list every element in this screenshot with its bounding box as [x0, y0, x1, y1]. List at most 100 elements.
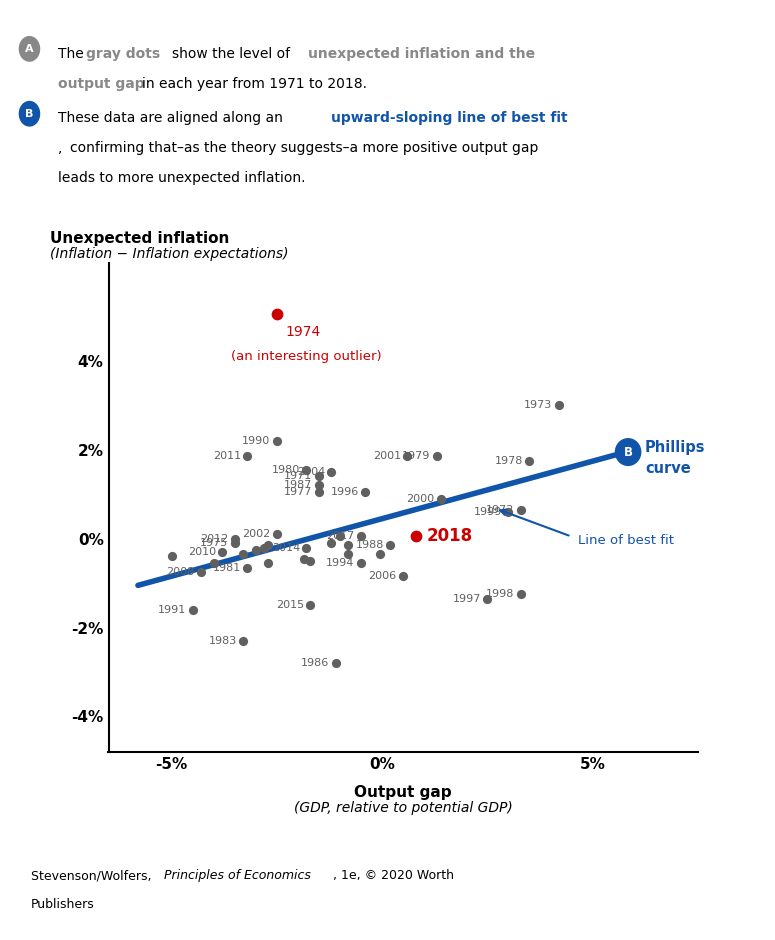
Point	[241, 449, 253, 464]
Point	[515, 587, 527, 602]
Point	[241, 560, 253, 575]
Point	[329, 655, 342, 670]
Circle shape	[615, 439, 641, 465]
Point	[195, 565, 207, 580]
Text: 1972: 1972	[486, 505, 515, 515]
Point	[258, 540, 270, 556]
Text: 2006: 2006	[369, 572, 397, 582]
Point	[216, 544, 229, 559]
Text: 1974: 1974	[285, 325, 320, 339]
Text: Phillips: Phillips	[645, 440, 705, 455]
Text: 1990: 1990	[243, 436, 270, 446]
Point	[342, 538, 354, 553]
Text: 2011: 2011	[213, 451, 241, 462]
Text: 1973: 1973	[524, 400, 553, 411]
Text: 2008: 2008	[167, 567, 195, 577]
Point	[435, 492, 447, 507]
Point	[208, 556, 220, 571]
Point	[237, 547, 250, 562]
Point	[305, 598, 317, 613]
Point	[229, 536, 241, 551]
Text: 1997: 1997	[453, 594, 480, 603]
Text: 1981: 1981	[213, 562, 241, 572]
Text: upward-sloping line of best fit: upward-sloping line of best fit	[331, 111, 567, 125]
Text: These data are aligned along an: These data are aligned along an	[58, 111, 283, 125]
Point	[305, 554, 317, 569]
Text: Unexpected inflation: Unexpected inflation	[50, 231, 229, 246]
Point	[262, 538, 274, 553]
Point	[312, 469, 325, 484]
Circle shape	[19, 37, 40, 61]
Text: Publishers: Publishers	[31, 898, 95, 911]
Text: 1991: 1991	[158, 604, 186, 615]
Text: 1983: 1983	[208, 635, 237, 646]
Text: 1978: 1978	[494, 456, 523, 466]
Point	[165, 549, 177, 564]
Point	[300, 462, 312, 478]
Point	[481, 591, 494, 606]
Text: B: B	[26, 109, 33, 118]
Text: (an interesting outlier): (an interesting outlier)	[230, 350, 381, 363]
Point	[359, 484, 371, 499]
Text: The: The	[58, 47, 88, 61]
Point	[326, 536, 338, 551]
Text: B: B	[624, 446, 632, 459]
Text: Stevenson/Wolfers,: Stevenson/Wolfers,	[31, 870, 156, 883]
Point	[401, 449, 413, 464]
Text: 1977: 1977	[284, 487, 312, 497]
Point	[374, 547, 386, 562]
Text: leads to more unexpected inflation.: leads to more unexpected inflation.	[58, 171, 305, 185]
Text: 1980: 1980	[272, 464, 300, 475]
Text: ,: ,	[58, 141, 63, 155]
Point	[270, 526, 283, 541]
Point	[187, 603, 199, 618]
Point	[312, 484, 325, 499]
Point	[409, 529, 422, 544]
Point	[250, 542, 262, 557]
Text: (GDP, relative to potential GDP): (GDP, relative to potential GDP)	[294, 801, 512, 815]
Point	[298, 551, 310, 566]
Point	[229, 531, 241, 546]
Point	[300, 540, 312, 556]
Point	[397, 569, 409, 584]
Text: gray dots: gray dots	[86, 47, 160, 61]
Point	[270, 433, 283, 448]
Text: 1988: 1988	[356, 540, 384, 551]
Text: 1998: 1998	[486, 589, 515, 600]
Text: 2010: 2010	[188, 547, 215, 557]
Point	[262, 556, 274, 571]
Text: Principles of Economics: Principles of Economics	[164, 870, 311, 883]
Text: 1987: 1987	[284, 480, 312, 491]
Point	[355, 529, 367, 544]
Text: 1994: 1994	[326, 558, 355, 568]
Text: 1996: 1996	[331, 487, 359, 497]
Text: curve: curve	[645, 461, 691, 476]
Point	[326, 464, 338, 479]
Text: 2004: 2004	[297, 467, 326, 478]
Point	[270, 306, 283, 321]
Text: 2018: 2018	[426, 527, 472, 545]
Text: 1971: 1971	[284, 472, 312, 481]
Text: 1975: 1975	[200, 538, 229, 548]
Text: in each year from 1971 to 2018.: in each year from 1971 to 2018.	[142, 77, 367, 91]
Point	[502, 505, 515, 520]
Text: 2014: 2014	[272, 542, 300, 553]
Text: output gap: output gap	[58, 77, 145, 91]
Point	[523, 453, 536, 468]
Point	[237, 634, 250, 649]
Point	[553, 398, 565, 413]
Text: 2015: 2015	[276, 601, 304, 610]
Point	[312, 478, 325, 493]
Text: 2012: 2012	[200, 534, 229, 543]
Point	[334, 529, 346, 544]
Text: 2000: 2000	[406, 494, 435, 504]
Point	[342, 547, 354, 562]
Text: 1979: 1979	[402, 451, 430, 462]
Text: (Inflation − Inflation expectations): (Inflation − Inflation expectations)	[50, 247, 289, 261]
Point	[430, 449, 443, 464]
Text: show the level of: show the level of	[172, 47, 290, 61]
Text: Output gap: Output gap	[354, 785, 452, 800]
Text: confirming that–as the theory suggests–a more positive output gap: confirming that–as the theory suggests–a…	[70, 141, 538, 155]
Text: Line of best fit: Line of best fit	[577, 535, 673, 547]
Point	[355, 556, 367, 571]
